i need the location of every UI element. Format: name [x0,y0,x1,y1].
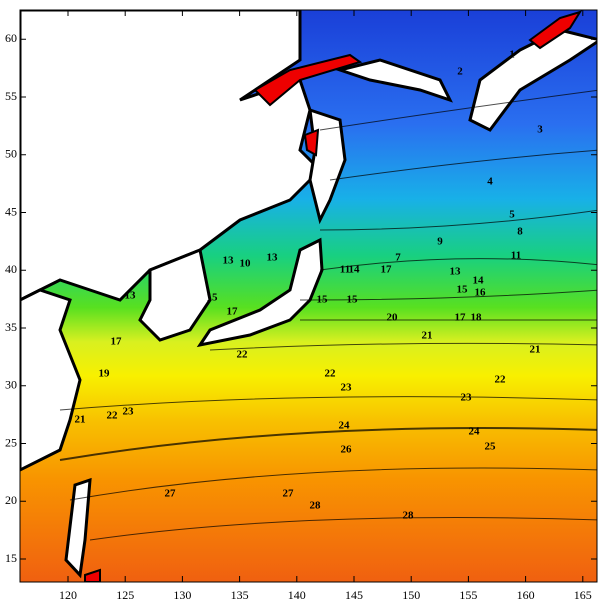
frame [19,9,598,583]
ocean-field [20,10,597,582]
contour-label: 22 [237,349,249,361]
contour-label: 16 [475,287,487,299]
okhotsk-coast [334,58,453,103]
contour-label: 17 [455,312,467,324]
contour-label: 13 [267,252,279,264]
contour-label: 17 [227,306,239,318]
x-tick-label: 120 [59,588,77,602]
japan [196,237,324,348]
red-spots [84,10,583,582]
contour-label: 21 [422,330,433,342]
x-tick-label: 150 [402,588,420,602]
x-tick-label: 160 [517,588,535,602]
y-tick-label: 35 [5,320,17,334]
contour-label: 27 [283,488,295,500]
contour-label: 22 [325,368,337,380]
contour-label: 27 [165,488,177,500]
contour-label: 24 [339,420,351,432]
contour-label: 14 [473,275,485,287]
contour-label: 28 [310,500,322,512]
contour-label: 5 [509,209,515,221]
mainland-north [20,10,323,302]
contour-label: 23 [461,392,473,404]
contour-label: 15 [457,284,469,296]
contour-label: 17 [381,264,393,276]
y-tick-label: 25 [5,435,17,449]
contour-label: 13 [223,255,235,267]
contour-label: 17 [111,336,123,348]
contour-label: 24 [469,426,481,438]
y-tick-label: 15 [5,551,17,565]
contour-label: 9 [437,236,443,248]
y-tick-label: 55 [5,89,17,103]
y-tick-label: 30 [5,378,17,392]
contour-label: 22 [107,410,119,422]
contour-label: 18 [471,312,483,324]
x-tick-label: 145 [345,588,363,602]
y-tick-label: 60 [5,31,17,45]
x-tick-label: 155 [459,588,477,602]
contour-label: 22 [495,374,507,386]
contour-label: 19 [99,368,111,380]
y-tick-label: 45 [5,204,17,218]
contour-label: 11 [511,250,521,262]
contour-label: 28 [403,510,415,522]
contour-label: 15 [317,294,329,306]
contour-lines [59,89,597,541]
contour-label: 3 [537,124,543,136]
china [20,288,82,472]
y-tick-label: 20 [5,493,17,507]
contour-label: 21 [75,414,86,426]
land [20,10,597,579]
x-tick-label: 130 [173,588,191,602]
contour-label: 13 [450,266,462,278]
x-tick-label: 165 [574,588,592,602]
contour-label: 2 [457,66,463,78]
contour-label: 21 [530,344,541,356]
contour-label: 8 [517,226,523,238]
contour-label: 15 [207,292,219,304]
contour-label: 14 [349,264,361,276]
y-tick-label: 50 [5,147,17,161]
contour-label: 10 [240,258,252,270]
x-tick-label: 135 [231,588,249,602]
contour-label: 25 [485,441,497,453]
y-tick-label: 40 [5,262,17,276]
taiwan-philippines [64,477,92,579]
x-tick-label: 140 [288,588,306,602]
contour-label: 4 [487,176,493,188]
contour-label: 15 [347,294,359,306]
contour-label: 20 [387,312,399,324]
korea [138,247,212,342]
axes: 120 125 130 135 140 145 150 155 160 1651520253035… [5,10,597,602]
x-tick-label: 125 [116,588,134,602]
contour-label: 23 [341,382,353,394]
contour-label: 26 [341,444,353,456]
contour-label: 11 [340,264,350,276]
contour-label: 7 [395,252,401,264]
contour-label: 23 [123,406,135,418]
contour-label: 1 [509,49,515,61]
contour-label: 13 [125,290,137,302]
